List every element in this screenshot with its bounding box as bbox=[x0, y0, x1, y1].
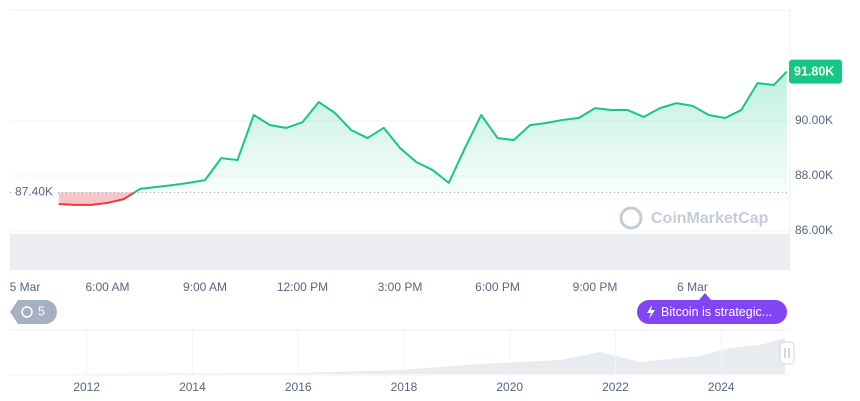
navigator-tick-label: 2024 bbox=[708, 380, 735, 394]
reference-label: 87.40K bbox=[15, 185, 53, 199]
last-price-label: 91.80K bbox=[794, 64, 834, 78]
x-tick-label: 5 Mar bbox=[10, 280, 41, 294]
x-tick-label: 12:00 PM bbox=[277, 280, 328, 294]
news-text: Bitcoin is strategic... bbox=[661, 305, 772, 319]
navigator-tick-label: 2014 bbox=[179, 380, 206, 394]
volume-band bbox=[10, 234, 790, 270]
y-tick-label: 90.00K bbox=[795, 113, 833, 127]
y-tick-label: 88.00K bbox=[795, 168, 833, 182]
history-badge[interactable]: 5 bbox=[10, 300, 57, 324]
navigator-tick-label: 2016 bbox=[285, 380, 312, 394]
x-tick-label: 9:00 AM bbox=[183, 280, 227, 294]
navigator-tick-label: 2012 bbox=[73, 380, 100, 394]
x-tick-label: 3:00 PM bbox=[378, 280, 423, 294]
navigator-tick-label: 2020 bbox=[496, 380, 523, 394]
y-tick-label: 86.00K bbox=[795, 223, 833, 237]
navigator-tick-label: 2018 bbox=[391, 380, 418, 394]
x-tick-label: 6:00 PM bbox=[475, 280, 520, 294]
news-badge[interactable]: Bitcoin is strategic... bbox=[637, 293, 787, 324]
navigator bbox=[10, 329, 795, 376]
last-price-box bbox=[789, 59, 842, 84]
x-tick-label: 6 Mar bbox=[677, 280, 708, 294]
plot: 86.00K 88.00K 90.00K 5 Mar 6:00 AM 9:00 AM 12:… bbox=[9, 59, 842, 294]
x-tick-label: 6:00 AM bbox=[85, 280, 129, 294]
navigator-tick-label: 2022 bbox=[602, 380, 629, 394]
watermark-text: CoinMarketCap bbox=[651, 210, 769, 227]
x-tick-label: 9:00 PM bbox=[573, 280, 618, 294]
watermark: CoinMarketCap bbox=[619, 206, 769, 230]
history-count: 5 bbox=[38, 304, 45, 318]
navigator-axis: 2012 2014 2016 2018 2020 2022 2024 bbox=[73, 330, 735, 394]
reference-label-bg bbox=[12, 184, 58, 201]
area bbox=[58, 71, 787, 205]
price-line bbox=[58, 70, 788, 206]
